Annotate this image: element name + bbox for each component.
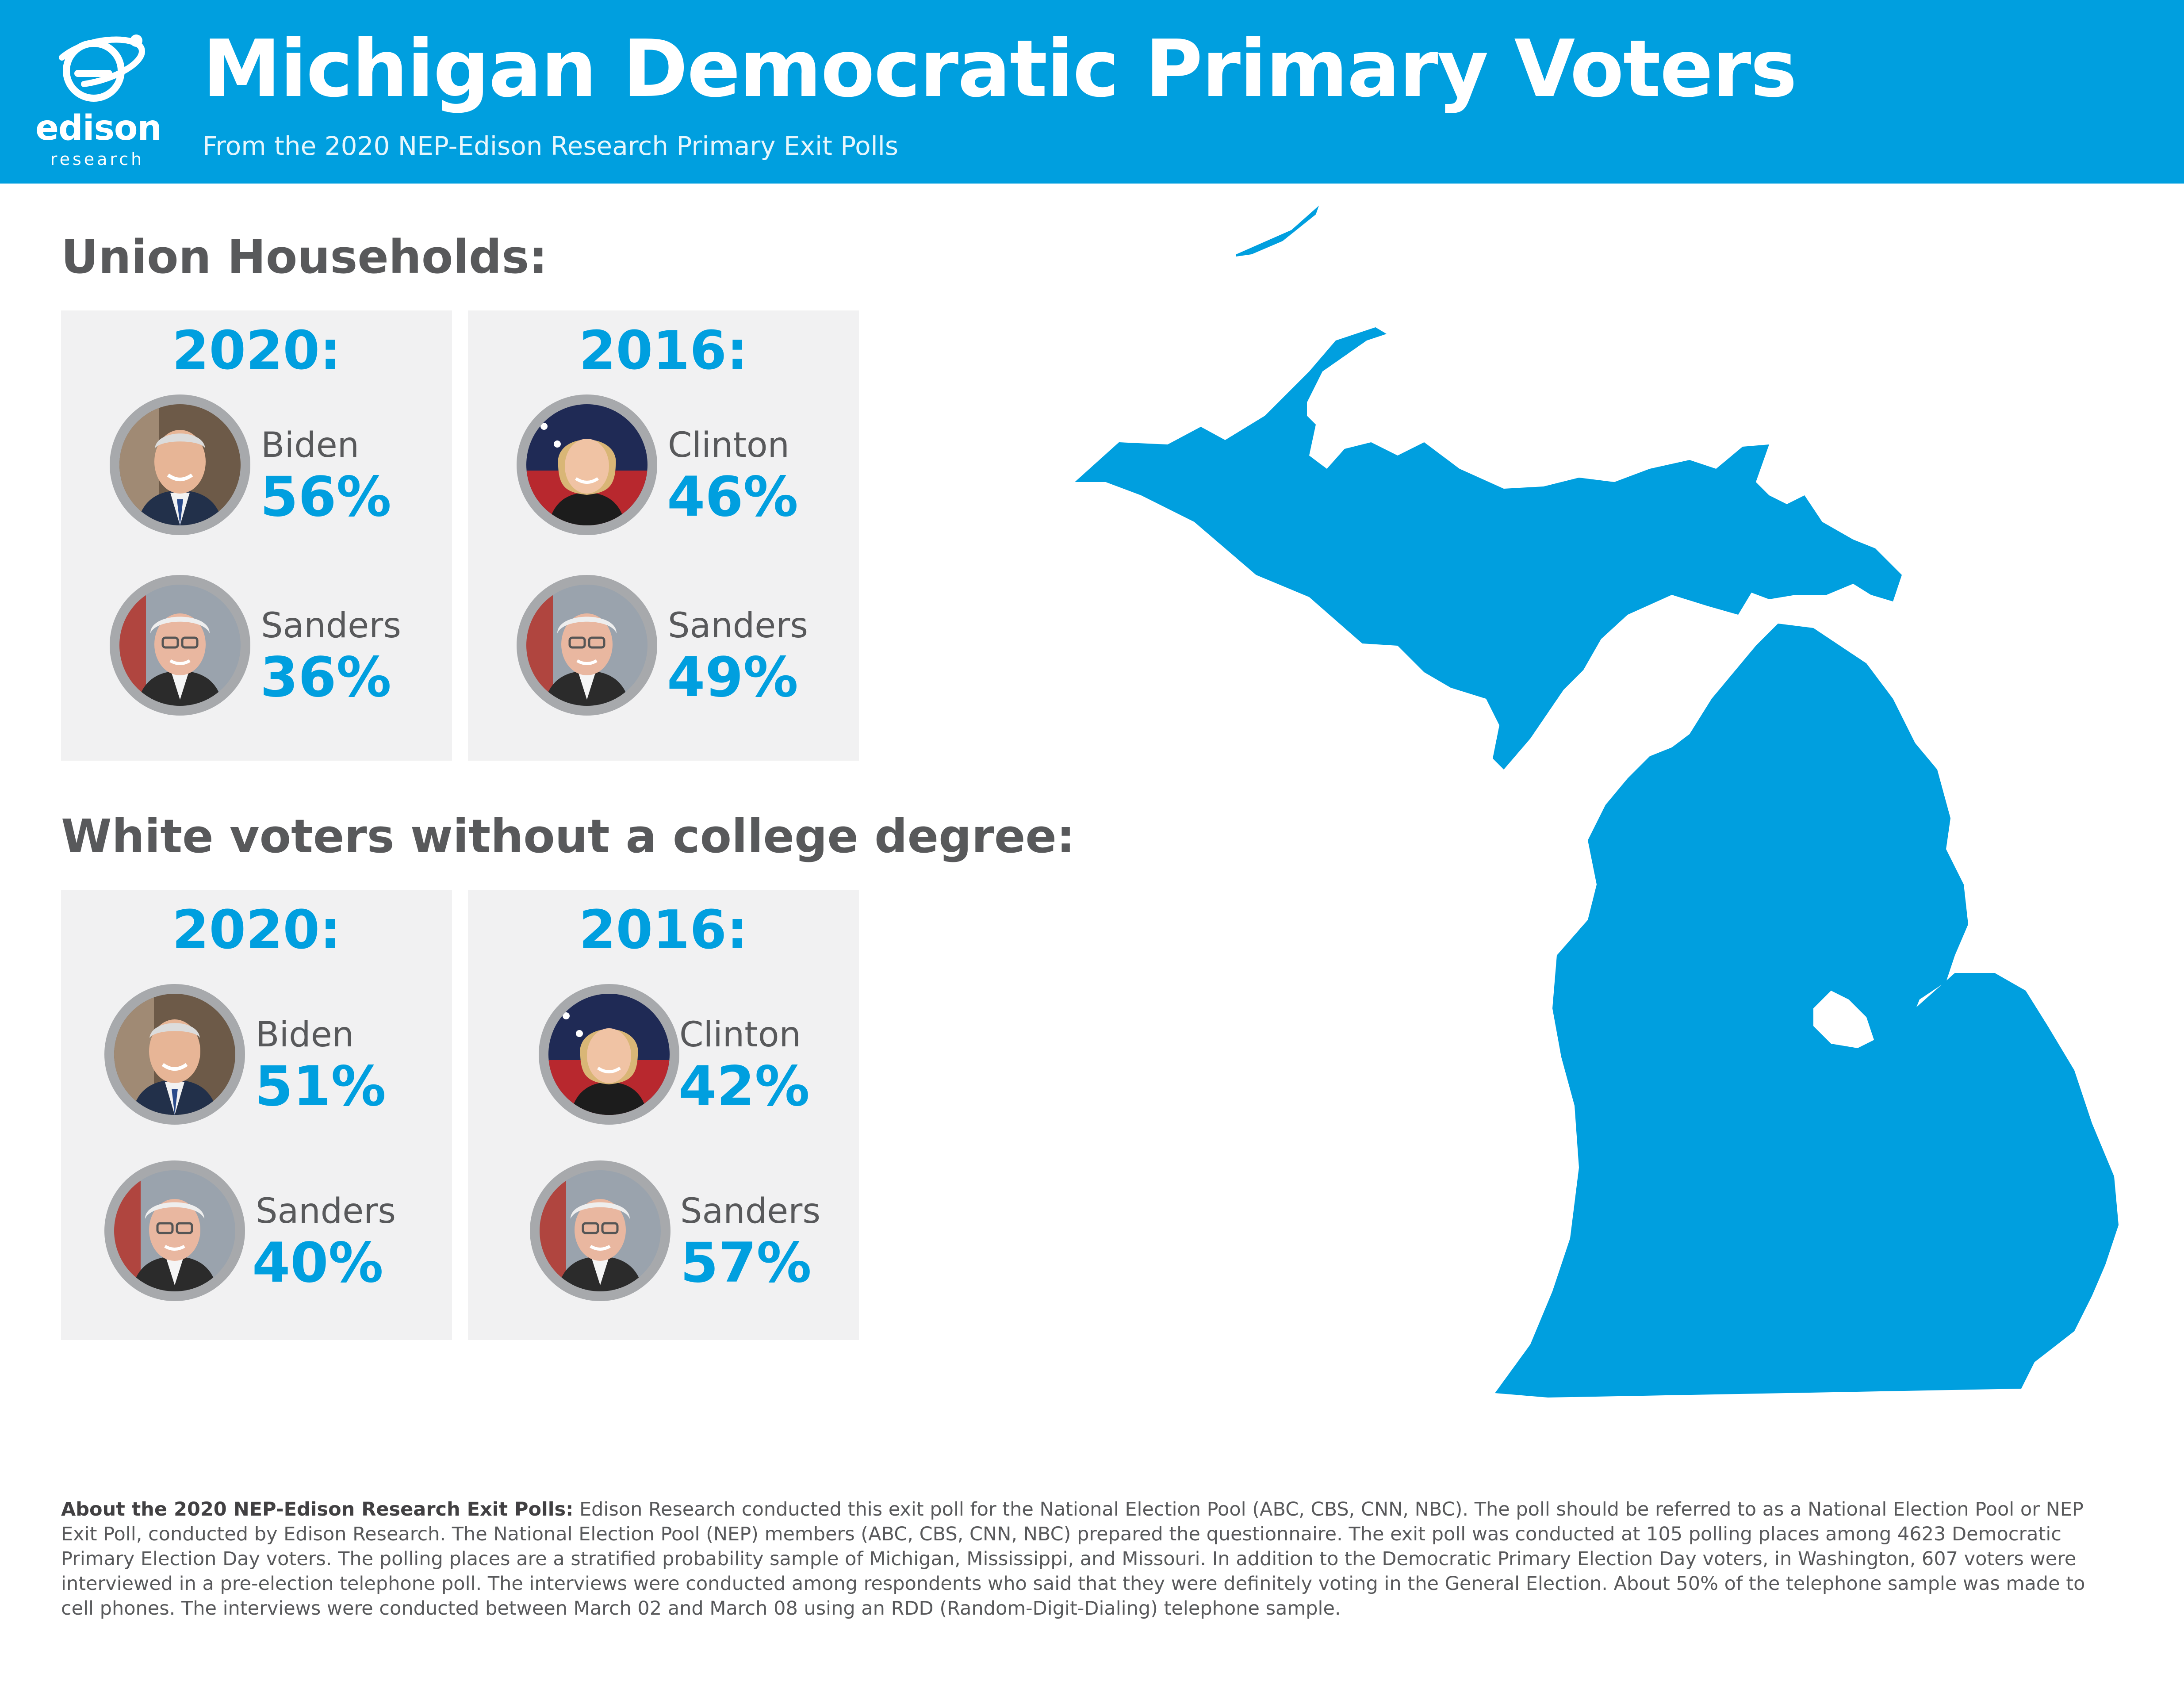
sanders-portrait-icon [119,585,241,706]
card-year: 2020: [172,320,341,382]
methodology-note: About the 2020 NEP-Edison Research Exit … [61,1497,2118,1621]
edison-globe-icon [59,34,145,102]
candidate-name: Sanders [680,1191,820,1231]
candidate-sanders: Sanders 57% [468,1160,859,1306]
sanders-portrait [530,1160,671,1301]
page-title: Michigan Democratic Primary Voters [203,23,1797,115]
candidate-percent: 49% [667,646,798,709]
edison-logo: edison research [35,31,162,169]
candidate-biden: Biden 51% [61,984,452,1130]
section-title-union: Union Households: [61,230,548,284]
candidate-name: Clinton [679,1015,801,1055]
card-union-2016: 2016: Clinton 46% Sanders 49% [468,310,859,761]
logo-wordmark: edison [35,108,162,148]
methodology-label: About the 2020 NEP-Edison Research Exit … [61,1498,574,1520]
clinton-portrait [517,394,657,535]
sanders-portrait [517,575,657,716]
biden-portrait [104,984,245,1125]
candidate-sanders: Sanders 36% [61,575,452,721]
candidate-sanders: Sanders 40% [61,1160,452,1306]
candidate-name: Sanders [261,606,401,646]
sanders-portrait-icon [540,1170,661,1291]
sanders-portrait [104,1160,245,1301]
sanders-portrait [110,575,250,716]
candidate-percent: 46% [667,465,798,529]
logo-subword: research [50,149,145,169]
sanders-portrait-icon [526,585,648,706]
candidate-sanders: Sanders 49% [468,575,859,721]
card-year: 2020: [172,900,341,961]
candidate-clinton: Clinton 42% [468,984,859,1130]
card-year: 2016: [579,320,748,382]
candidate-biden: Biden 56% [61,394,452,540]
header-banner: edison research Michigan Democratic Prim… [0,0,2184,184]
candidate-name: Sanders [668,606,808,646]
biden-portrait-icon [119,404,241,525]
page-subtitle: From the 2020 NEP-Edison Research Primar… [203,131,899,161]
section-title-white-noncollege: White voters without a college degree: [61,809,1075,863]
michigan-map-icon [1075,206,2119,1398]
candidate-percent: 57% [680,1231,812,1295]
sanders-portrait-icon [114,1170,235,1291]
candidate-percent: 51% [255,1055,386,1118]
candidate-name: Biden [256,1015,354,1055]
card-white-2016: 2016: Clinton 42% Sanders 57% [468,890,859,1340]
clinton-portrait-icon [548,994,670,1115]
candidate-clinton: Clinton 46% [468,394,859,540]
clinton-portrait-icon [526,404,648,525]
candidate-percent: 42% [678,1055,810,1118]
candidate-name: Sanders [256,1191,396,1231]
biden-portrait-icon [114,994,235,1115]
candidate-percent: 56% [260,465,391,529]
candidate-name: Biden [261,425,360,465]
biden-portrait [110,394,250,535]
clinton-portrait [539,984,679,1125]
card-year: 2016: [579,900,748,961]
candidate-percent: 40% [252,1231,383,1295]
candidate-percent: 36% [260,646,391,709]
card-white-2020: 2020: Biden 51% Sanders 40% [61,890,452,1340]
card-union-2020: 2020: Biden 56% Sanders 36% [61,310,452,761]
methodology-text: Edison Research conducted this exit poll… [61,1498,2085,1620]
candidate-name: Clinton [668,425,789,465]
